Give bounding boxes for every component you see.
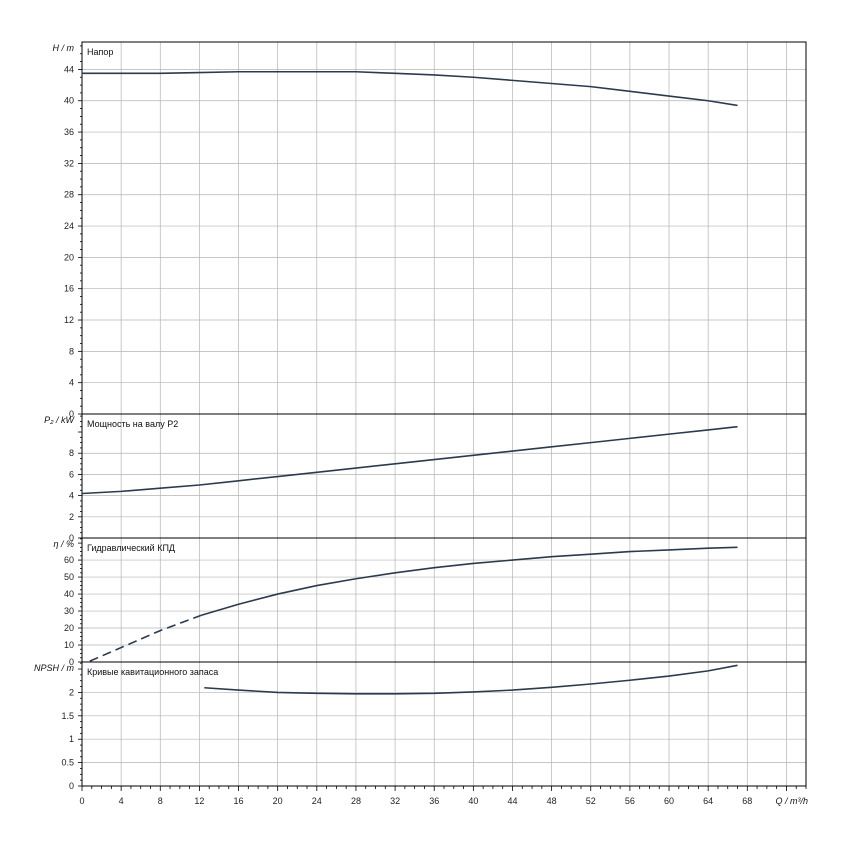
x-axis: 0 4 8 12 16 20 24 28 32 36 40 44 48 52 56 60 64 68 Q / m³/… — [79, 786, 808, 806]
y-tick-label: 40 — [64, 589, 74, 599]
x-tick-label: 40 — [468, 796, 478, 806]
x-tick-label: 24 — [312, 796, 322, 806]
x-tick-label: 44 — [507, 796, 517, 806]
y-tick-label: 44 — [64, 64, 74, 74]
panel-efficiency: 0 10 20 30 40 50 60 η / % Гидравлический КПД — [53, 537, 807, 667]
x-tick-label: 68 — [742, 796, 752, 806]
panel-frame — [81, 413, 807, 539]
x-tick-label: 52 — [586, 796, 596, 806]
panel-power: 0 2 4 6 8 P₂ / kW Мощность на валу P2 — [44, 413, 807, 543]
y-tick-label: 0 — [69, 781, 74, 791]
x-tick-label: 4 — [119, 796, 124, 806]
y-tick-label: 2 — [69, 687, 74, 697]
x-tick-label: 28 — [351, 796, 361, 806]
y-tick-label: 60 — [64, 555, 74, 565]
y-tick-label: 20 — [64, 252, 74, 262]
y-tick-label: 40 — [64, 96, 74, 106]
y-tick-label: 0 — [69, 533, 74, 543]
y-tick-label: 20 — [64, 623, 74, 633]
panel-frame — [81, 41, 807, 415]
y-tick-label: 2 — [69, 512, 74, 522]
x-tick-label: 32 — [390, 796, 400, 806]
x-axis-title: Q / m³/h — [775, 796, 808, 806]
power-curve — [81, 425, 738, 495]
y-axis-title: η / % — [53, 539, 74, 549]
y-tick-label: 8 — [69, 346, 74, 356]
y-tick-label: 4 — [69, 491, 74, 501]
efficiency-curve — [201, 546, 738, 617]
panel-frame — [81, 537, 807, 663]
x-tick-label: 48 — [547, 796, 557, 806]
panel-npsh: 0 0.5 1 1.5 2 NPSH / m Кривые кавитационного з… — [34, 661, 807, 791]
x-tick-label: 8 — [158, 796, 163, 806]
panel-head: 0 4 8 12 16 20 24 28 32 36 40 44 H / m Напор — [53, 41, 807, 419]
panel-title: Кривые кавитационного запаса — [87, 667, 218, 677]
y-tick-label: 28 — [64, 190, 74, 200]
y-tick-label: 12 — [64, 315, 74, 325]
y-tick-label: 0 — [69, 657, 74, 667]
x-tick-label: 64 — [703, 796, 713, 806]
efficiency-curve-dashed — [89, 614, 202, 662]
y-axis-title: NPSH / m — [34, 663, 75, 673]
y-tick-label: 1.5 — [61, 711, 74, 721]
x-tick-label: 60 — [664, 796, 674, 806]
x-tick-label: 16 — [234, 796, 244, 806]
panel-title: Мощность на валу P2 — [87, 419, 178, 429]
y-tick-label: 16 — [64, 284, 74, 294]
y-tick-label: 30 — [64, 606, 74, 616]
y-tick-label: 8 — [69, 448, 74, 458]
panel-frame — [81, 661, 807, 787]
x-tick-label: 20 — [273, 796, 283, 806]
y-tick-label: 1 — [69, 734, 74, 744]
y-tick-label: 10 — [64, 640, 74, 650]
y-tick-label: 4 — [69, 378, 74, 388]
y-tick-label: 24 — [64, 221, 74, 231]
x-tick-label: 0 — [79, 796, 84, 806]
y-tick-label: 6 — [69, 469, 74, 479]
x-tick-label: 12 — [194, 796, 204, 806]
y-tick-label: 0.5 — [61, 758, 74, 768]
y-tick-label: 50 — [64, 572, 74, 582]
y-axis-title: H / m — [53, 43, 75, 53]
y-tick-label: 0 — [69, 409, 74, 419]
x-tick-label: 56 — [625, 796, 635, 806]
head-curve — [82, 70, 738, 107]
npsh-curve — [204, 664, 738, 695]
x-tick-label: 36 — [429, 796, 439, 806]
y-axis-title: P₂ / kW — [44, 415, 75, 425]
panel-title: Гидравлический КПД — [87, 543, 175, 553]
y-tick-label: 32 — [64, 158, 74, 168]
panel-title: Напор — [87, 47, 113, 57]
y-tick-label: 36 — [64, 127, 74, 137]
